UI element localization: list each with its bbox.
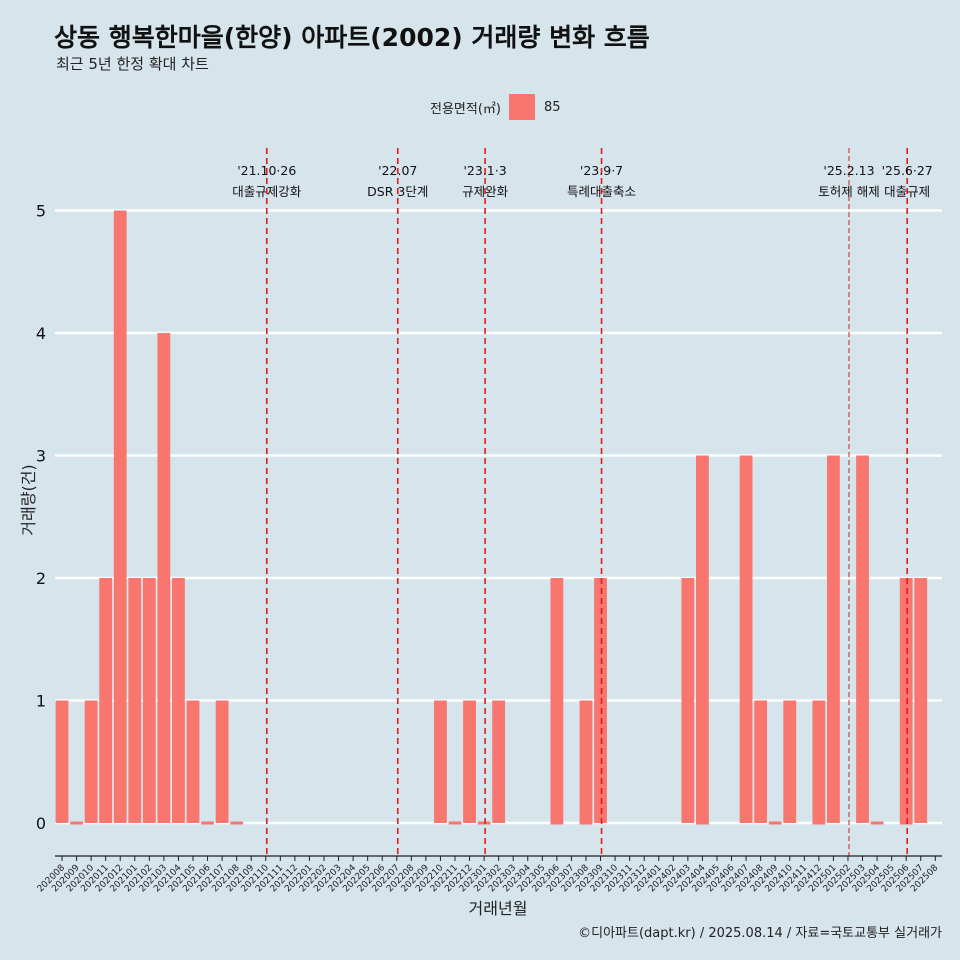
zero-marker	[448, 821, 462, 825]
legend-swatch	[508, 94, 535, 120]
y-axis-ticks: 0 1 2 3 4 5	[36, 202, 46, 834]
bar	[696, 455, 709, 823]
bar	[579, 700, 593, 823]
bar	[113, 210, 127, 823]
bar	[914, 578, 928, 823]
bar	[594, 578, 607, 823]
y-tick-label: 0	[36, 814, 46, 833]
event-label: 토허제 해제	[818, 184, 879, 199]
event-label: 대출규제	[884, 184, 930, 199]
event-label: 특례대출축소	[567, 184, 636, 199]
bar	[157, 333, 171, 823]
event-date: '23.1·3	[463, 163, 506, 178]
event-label: DSR 3단계	[367, 184, 428, 199]
bar	[142, 578, 156, 823]
event-date: '25.6·27	[882, 163, 933, 178]
bar	[899, 578, 913, 823]
event-date: '25.2.13	[823, 163, 874, 178]
bar	[99, 578, 113, 823]
zero-marker	[70, 821, 83, 825]
bar	[172, 578, 185, 823]
bar	[827, 455, 840, 823]
chart-title: 상동 행복한마을(한양) 아파트(2002) 거래량 변화 흐름	[54, 23, 650, 52]
source-caption: ©디아파트(dapt.kr) / 2025.08.14 / 자료=국토교통부 실…	[578, 926, 942, 941]
bar	[434, 700, 447, 823]
bar	[186, 700, 200, 823]
bar	[856, 455, 869, 823]
bar	[215, 700, 229, 823]
event-label: 규제완화	[462, 184, 509, 199]
bar	[55, 700, 69, 823]
event-date: '23.9·7	[580, 163, 623, 178]
chart-subtitle: 최근 5년 한정 확대 차트	[56, 55, 209, 73]
bar	[550, 578, 564, 823]
bars	[55, 210, 928, 823]
x-axis: 2020082020092020102020112020122021012021…	[36, 855, 942, 894]
legend-title: 전용면적(㎡)	[430, 101, 501, 117]
bar	[812, 700, 826, 823]
event-date: '21.10·26	[237, 163, 296, 178]
y-tick-label: 1	[36, 692, 46, 711]
legend: 전용면적(㎡) 85	[430, 94, 561, 120]
bar	[754, 700, 768, 823]
event-lines: '21.10·26 대출규제강화 '22.07 DSR 3단계 '23.1·3 규제완화 '…	[232, 148, 933, 856]
bar	[492, 700, 506, 823]
event-date: '22.07	[378, 163, 417, 178]
y-tick-label: 3	[36, 447, 46, 466]
zero-marker	[870, 821, 884, 825]
y-tick-label: 5	[36, 202, 46, 221]
bar	[783, 700, 797, 823]
zero-marker	[230, 821, 244, 825]
bar	[681, 578, 695, 823]
zero-marker	[201, 821, 214, 825]
legend-item-label: 85	[543, 99, 561, 115]
zero-marker	[768, 821, 782, 825]
bar	[739, 455, 753, 823]
y-tick-label: 4	[36, 324, 46, 343]
x-axis-label: 거래년월	[469, 899, 528, 918]
bar	[463, 700, 476, 823]
bar	[128, 578, 142, 823]
event-label: 대출규제강화	[232, 184, 302, 199]
zero-marker	[477, 821, 491, 825]
y-tick-label: 2	[36, 569, 46, 588]
bar	[84, 700, 98, 823]
y-axis-label: 거래량(건)	[19, 464, 38, 535]
